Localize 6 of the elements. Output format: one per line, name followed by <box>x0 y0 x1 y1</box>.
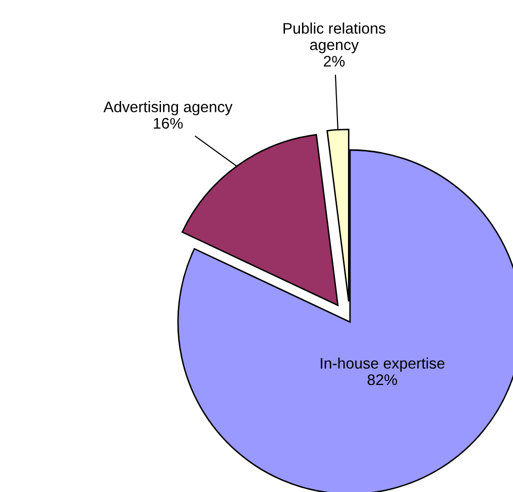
slice-label: Public relations agency <box>284 22 386 54</box>
data-label: 16% <box>154 118 183 129</box>
slice-label: Advertising agency <box>103 101 232 116</box>
slice-label: In-house expertise <box>320 357 444 372</box>
data-label: 82% <box>368 374 398 386</box>
data-label: 2% <box>324 56 345 67</box>
